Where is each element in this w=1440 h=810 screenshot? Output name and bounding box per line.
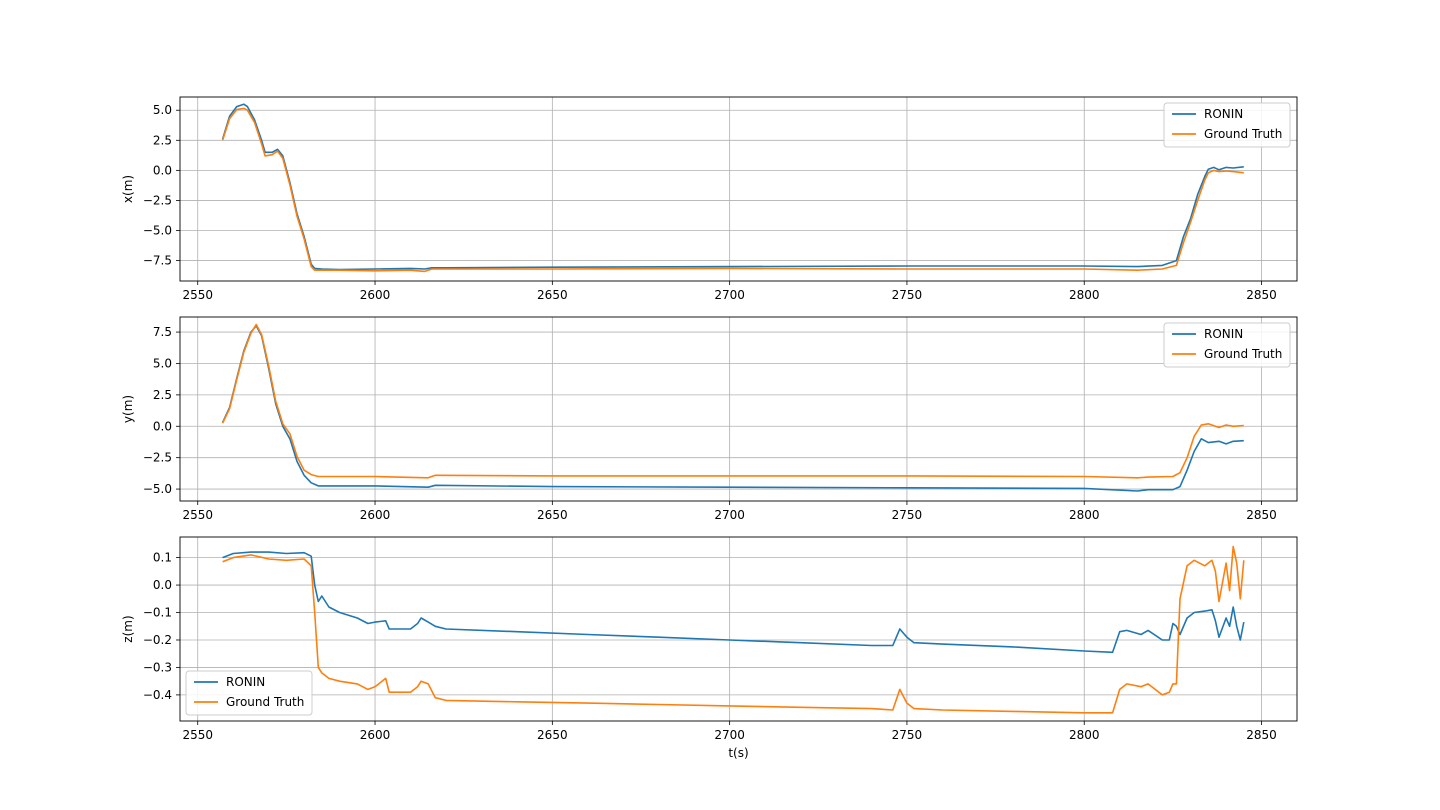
legend: RONIN Ground Truth xyxy=(1163,322,1291,368)
x-tick-label: 2550 xyxy=(182,288,213,302)
series-line-ground-truth xyxy=(222,545,1245,714)
x-tick-label: 2750 xyxy=(892,508,923,522)
x-tick-label: 2550 xyxy=(182,508,213,522)
subplot-2: 2550 2600 2650 2700 2750 2800 2850 −5.0 −2.5 0.0 2… xyxy=(121,316,1298,522)
y-tick-label: 0.0 xyxy=(153,578,172,592)
y-tick-label: −5.0 xyxy=(143,482,172,496)
x-tick-label: 2600 xyxy=(360,508,391,522)
x-tick-label: 2600 xyxy=(360,288,391,302)
x-tick-label: 2550 xyxy=(182,728,213,742)
x-tick-label: 2700 xyxy=(714,288,745,302)
y-tick-label: −0.2 xyxy=(143,633,172,647)
x-tick-label: 2650 xyxy=(537,288,568,302)
x-tick-label: 2800 xyxy=(1069,288,1100,302)
y-tick-label: 0.0 xyxy=(153,163,172,177)
y-axis-label: z(m) xyxy=(121,615,135,642)
series-line-ronin xyxy=(221,324,1244,492)
y-tick-label: 0.1 xyxy=(153,551,172,565)
legend: RONIN Ground Truth xyxy=(185,670,313,716)
subplot-1: 2550 2600 2650 2700 2750 2800 2850 −7.5 −5.0 −2.5… xyxy=(121,96,1298,302)
x-tick-label: 2850 xyxy=(1246,728,1277,742)
x-tick-label: 2850 xyxy=(1246,288,1277,302)
series-line-ronin xyxy=(221,103,1244,271)
x-tick-label: 2750 xyxy=(892,288,923,302)
series-line-ground-truth xyxy=(221,107,1244,273)
series-line-ronin xyxy=(222,551,1245,654)
x-tick-label: 2600 xyxy=(360,728,391,742)
x-axis-label: t(s) xyxy=(728,746,748,760)
x-tick-label: 2650 xyxy=(537,508,568,522)
y-tick-label: −0.4 xyxy=(143,688,172,702)
x-tick-label: 2850 xyxy=(1246,508,1277,522)
y-tick-label: 5.0 xyxy=(153,103,172,117)
x-tick-label: 2800 xyxy=(1069,508,1100,522)
axes-frame xyxy=(179,536,1298,722)
y-tick-label: 2.5 xyxy=(153,388,172,402)
y-tick-label: −0.3 xyxy=(143,660,172,674)
legend-entry: Ground Truth xyxy=(1204,127,1282,141)
y-tick-label: 7.5 xyxy=(153,325,172,339)
y-tick-label: −2.5 xyxy=(143,193,172,207)
y-tick-label: 2.5 xyxy=(153,133,172,147)
legend-entry: Ground Truth xyxy=(1204,347,1282,361)
y-tick-label: 0.0 xyxy=(153,419,172,433)
legend-entry: RONIN xyxy=(1204,107,1243,121)
x-tick-label: 2700 xyxy=(714,508,745,522)
y-tick-label: −2.5 xyxy=(143,451,172,465)
legend: RONIN Ground Truth xyxy=(1163,102,1291,148)
y-tick-label: 5.0 xyxy=(153,356,172,370)
legend-entry: RONIN xyxy=(226,675,265,689)
series-line-ground-truth xyxy=(221,323,1244,479)
legend-entry: Ground Truth xyxy=(226,695,304,709)
subplot-3: 2550 2600 2650 2700 2750 2800 2850 −0.4 −0.3 −0.2… xyxy=(121,536,1298,760)
y-axis-label: x(m) xyxy=(121,175,135,203)
y-axis-label: y(m) xyxy=(121,395,135,423)
x-tick-label: 2700 xyxy=(714,728,745,742)
y-tick-label: −5.0 xyxy=(143,223,172,237)
y-tick-label: −7.5 xyxy=(143,254,172,268)
axes-frame xyxy=(179,96,1298,282)
x-tick-label: 2650 xyxy=(537,728,568,742)
legend-entry: RONIN xyxy=(1204,327,1243,341)
x-tick-label: 2800 xyxy=(1069,728,1100,742)
x-tick-label: 2750 xyxy=(892,728,923,742)
y-tick-label: −0.1 xyxy=(143,606,172,620)
axes-frame xyxy=(179,316,1298,502)
